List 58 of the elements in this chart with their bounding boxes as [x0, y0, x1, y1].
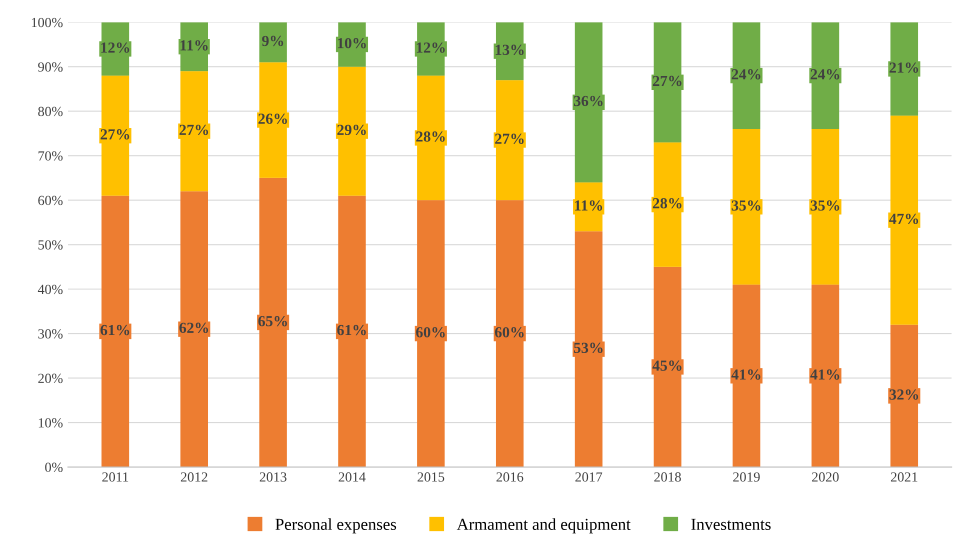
x-tick-label: 2021: [890, 472, 918, 482]
data-label: 61%: [100, 324, 130, 336]
data-label: 12%: [416, 42, 445, 53]
data-label: 21%: [890, 62, 918, 73]
data-label: 9%: [262, 36, 284, 46]
data-label: 65%: [258, 316, 287, 326]
data-label: 24%: [810, 69, 840, 80]
y-tick-label: 70%: [38, 151, 63, 161]
y-tick-label: 40%: [38, 284, 63, 294]
data-label: 11%: [575, 200, 602, 211]
y-tick-label: 100%: [32, 18, 63, 28]
data-label: 28%: [416, 131, 445, 142]
data-label: 12%: [101, 42, 130, 53]
data-label: 61%: [337, 324, 366, 336]
x-tick-label: 2013: [260, 472, 286, 482]
legend-label: Personal expenses: [275, 518, 396, 534]
x-tick-label: 2011: [102, 472, 128, 482]
data-label: 60%: [495, 327, 524, 338]
x-tick-label: 2019: [733, 472, 760, 482]
data-label: 53%: [574, 342, 603, 354]
data-label: 35%: [732, 200, 760, 211]
y-tick-label: 30%: [38, 329, 63, 339]
data-label: 60%: [416, 327, 445, 338]
data-label: 27%: [652, 76, 682, 86]
x-tick-label: 2018: [654, 472, 681, 482]
data-label: 47%: [889, 214, 918, 224]
x-tick-label: 2012: [180, 472, 208, 482]
data-label: 36%: [574, 96, 603, 106]
y-tick-label: 60%: [38, 196, 63, 206]
y-tick-label: 50%: [38, 240, 63, 250]
y-tick-label: 0%: [45, 462, 63, 472]
legend-label: Investments: [691, 518, 771, 530]
data-label: 24%: [732, 69, 760, 80]
y-tick-label: 20%: [38, 374, 63, 384]
y-tick-label: 80%: [38, 106, 63, 116]
x-tick-label: 2015: [418, 472, 444, 482]
data-label: 29%: [337, 124, 366, 136]
data-label: 62%: [179, 322, 208, 334]
data-label: 41%: [810, 369, 840, 380]
data-label: 32%: [890, 389, 918, 400]
legend-label: Armament and equipment: [456, 518, 631, 534]
x-tick-label: 2014: [338, 472, 366, 482]
data-label: 45%: [652, 360, 682, 371]
data-label: 27%: [495, 134, 524, 144]
x-tick-label: 2016: [496, 472, 524, 482]
data-label: 27%: [180, 124, 208, 136]
x-tick-label: 2020: [812, 472, 839, 482]
y-tick-label: 10%: [38, 418, 63, 428]
data-label: 41%: [731, 369, 760, 380]
data-label: 13%: [496, 44, 524, 56]
data-label: 28%: [652, 198, 682, 208]
data-label: 10%: [338, 38, 366, 48]
x-tick-label: 2017: [575, 472, 602, 482]
y-tick-label: 90%: [38, 62, 63, 72]
data-label: 35%: [810, 200, 840, 211]
data-label: 27%: [100, 129, 130, 140]
data-label: 11%: [180, 40, 208, 51]
data-label: 26%: [258, 114, 287, 124]
